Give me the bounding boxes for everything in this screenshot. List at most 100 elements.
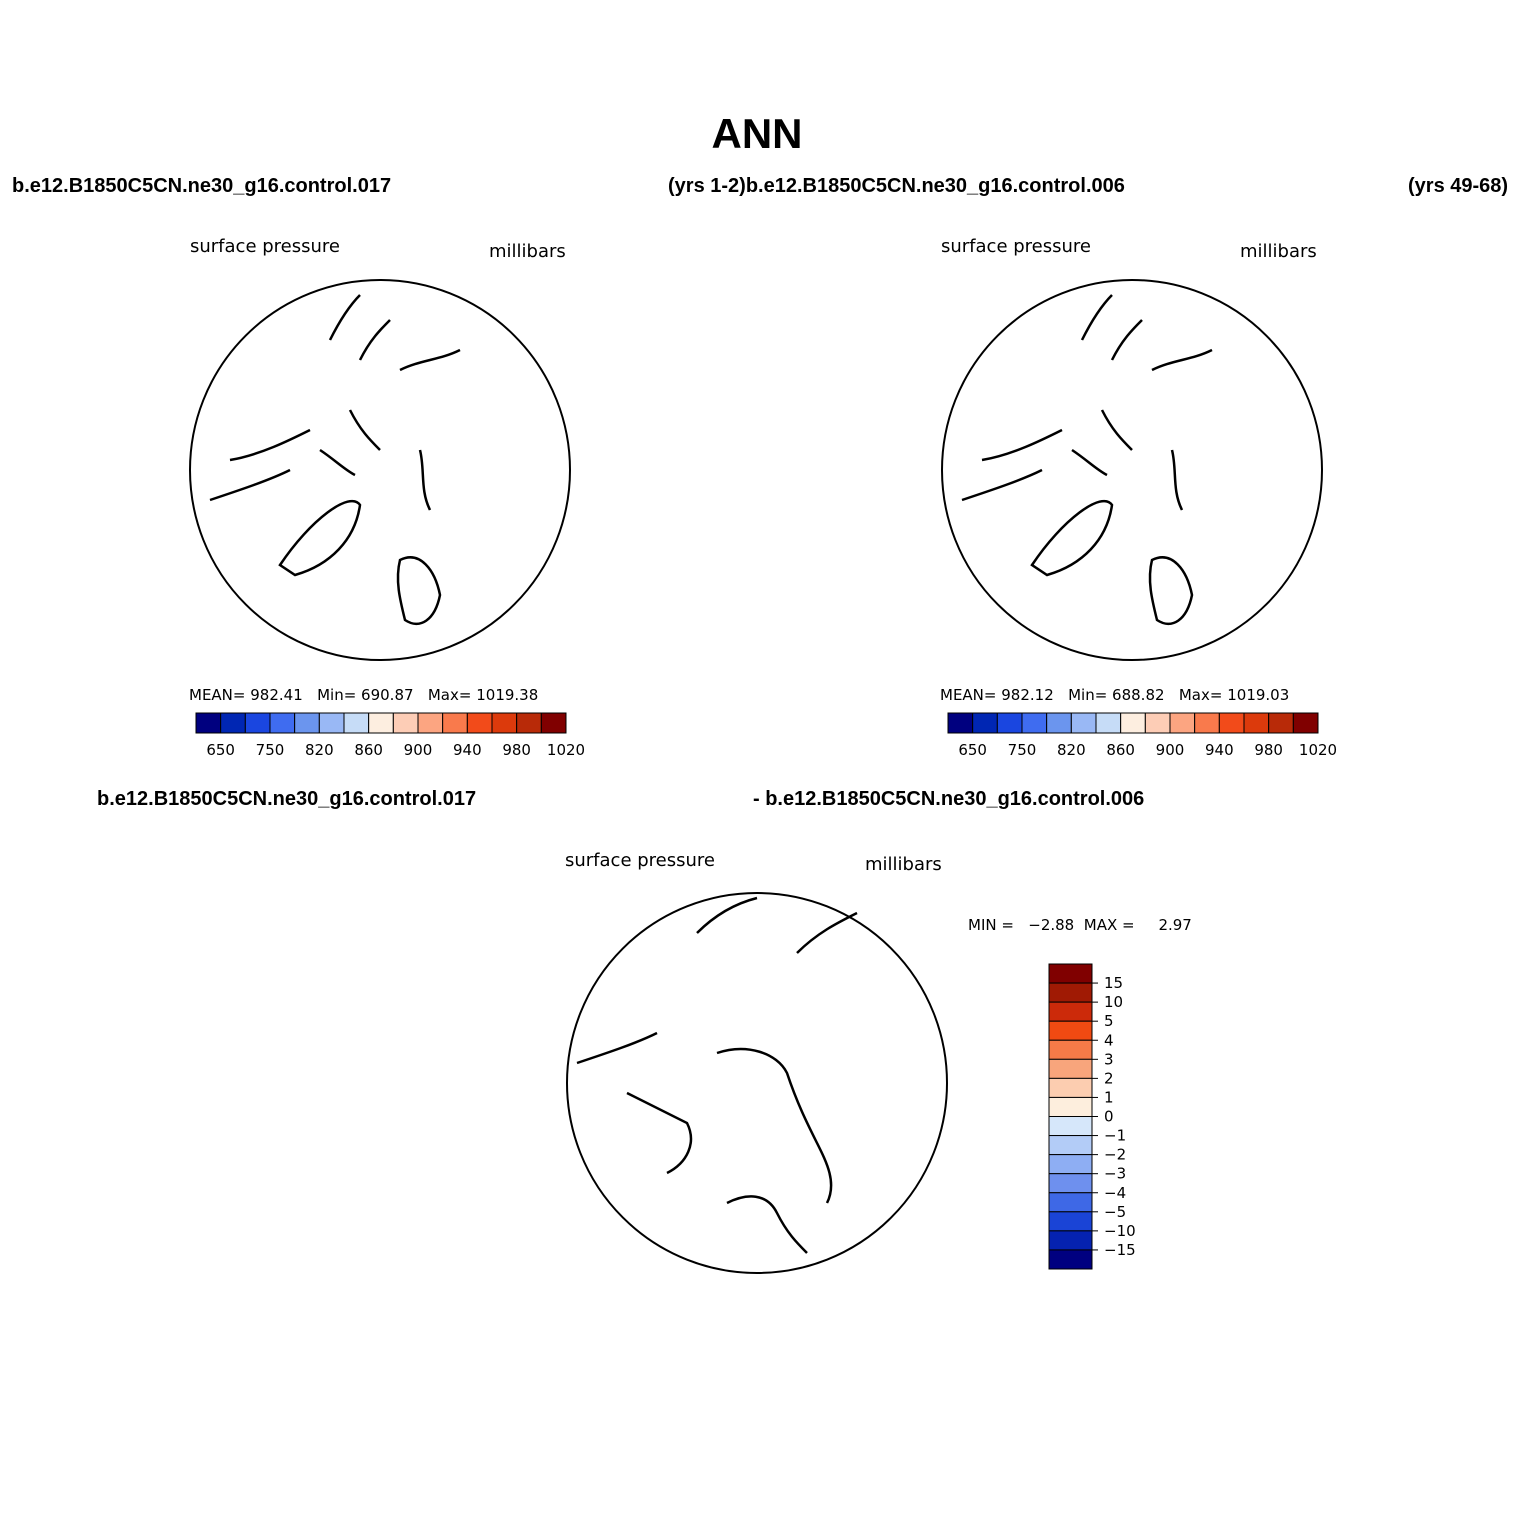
panel1-coastlines <box>209 294 461 626</box>
panel3-colorbar-tick-label: −4 <box>1104 1184 1126 1202</box>
panel1-colorbar-tick-label: 940 <box>453 741 482 759</box>
panel1-colorbar-swatch <box>318 712 345 734</box>
panel1-colorbar-swatch <box>244 712 271 734</box>
panel1-colorbar-swatch <box>392 712 419 734</box>
panel2-colorbar-tick-label: 940 <box>1205 741 1234 759</box>
panel2-colorbar-swatch <box>947 712 974 734</box>
panel2-mean: 982.12 <box>1001 686 1054 704</box>
panel3-stats: MIN = −2.88 MAX = 2.97 <box>968 916 1192 934</box>
panel2-colorbar-swatch <box>1046 712 1072 734</box>
panel2-map-border <box>941 279 1323 661</box>
panel2-colorbar-tick-label: 1020 <box>1299 741 1337 759</box>
panel1-max: 1019.38 <box>476 686 539 704</box>
panel3-colorbar-tick-label: −5 <box>1104 1203 1126 1221</box>
panel3-units-label: millibars <box>865 854 942 875</box>
panel1-colorbar-swatch <box>343 712 370 734</box>
panel2-colorbar-swatch <box>1070 712 1097 734</box>
case-title-right: (yrs 49-68) <box>1408 175 1509 197</box>
diff-title-left: b.e12.B1850C5CN.ne30_g16.control.017 <box>97 788 477 810</box>
panel1-max-label: Max= <box>427 686 472 704</box>
panel3-min-label: MIN = <box>968 916 1014 934</box>
panel3-colorbar-swatch <box>1048 1077 1093 1098</box>
panel2-stats: MEAN= 982.12 Min= 688.82 Max= 1019.03 <box>940 686 1289 704</box>
panel1-colorbar-tick-label: 650 <box>206 741 235 759</box>
panel1-colorbar-tick-label: 1020 <box>547 741 585 759</box>
panel2-colorbar-tick-label: 980 <box>1254 741 1283 759</box>
panel1-colorbar-swatch <box>417 712 444 734</box>
panel2-max-label: Max= <box>1178 686 1223 704</box>
panel2-colorbar-swatch <box>1169 712 1196 734</box>
panel1-colorbar-tick-label: 900 <box>404 741 433 759</box>
panel1-min-label: Min= <box>317 686 357 704</box>
panel1-colorbar: 650 750 820 860 900 940 980 1020 <box>195 712 585 759</box>
panel3-colorbar-swatch <box>1048 1020 1093 1041</box>
panel2-variable-label: surface pressure <box>941 236 1091 257</box>
panel3-coastlines <box>576 896 858 1254</box>
diff-title-right: - b.e12.B1850C5CN.ne30_g16.control.006 <box>753 788 1145 810</box>
panel2-colorbar-swatch <box>972 712 998 734</box>
panel1-colorbar-swatch <box>220 712 246 734</box>
panel1-mean-label: MEAN= <box>189 686 246 704</box>
panel3-colorbar-tick-label: 4 <box>1104 1031 1114 1049</box>
panel1-colorbar-swatch <box>195 712 222 734</box>
panel3-colorbar-tick-label: 1 <box>1104 1088 1114 1106</box>
panel3-colorbar-swatch <box>1048 1154 1093 1175</box>
case-title-middle: (yrs 1-2)b.e12.B1850C5CN.ne30_g16.contro… <box>668 175 1125 197</box>
panel3-colorbar-swatch <box>1048 1001 1093 1022</box>
panel1-colorbar-swatch <box>269 712 296 734</box>
panel3-colorbar-tick-label: −3 <box>1104 1165 1126 1183</box>
panel2-mean-label: MEAN= <box>940 686 997 704</box>
panel1-colorbar-tick-label: 820 <box>305 741 334 759</box>
panel3-colorbar-swatch <box>1048 982 1093 1003</box>
panel2-colorbar-swatch <box>1194 712 1220 734</box>
panel1-units-label: millibars <box>489 241 566 262</box>
panel2-colorbar-tick-label: 860 <box>1106 741 1135 759</box>
panel3-colorbar-swatch <box>1048 1116 1093 1137</box>
panel3-min: −2.88 <box>1028 916 1075 934</box>
panel2-colorbar-swatch <box>1144 712 1171 734</box>
panel3-colorbar-swatch <box>1048 1058 1093 1079</box>
panel3-colorbar-swatch <box>1048 1173 1093 1194</box>
panel2-colorbar-swatch <box>1243 712 1270 734</box>
panel2-colorbar: 650 750 820 860 900 940 980 1020 <box>947 712 1337 759</box>
panel3-colorbar-tick-label: 10 <box>1104 993 1123 1011</box>
panel3-colorbar-swatch <box>1048 1192 1093 1213</box>
panel3-colorbar-tick-label: 5 <box>1104 1012 1114 1030</box>
panel3-colorbar-swatch <box>1048 1096 1093 1117</box>
panel3-colorbar-tick-label: 0 <box>1104 1108 1114 1126</box>
panel3-colorbar-tick-label: −2 <box>1104 1146 1126 1164</box>
panel1-colorbar-swatch <box>442 712 468 734</box>
panel2-colorbar-tick-label: 750 <box>1008 741 1037 759</box>
panel2-colorbar-swatch <box>1218 712 1245 734</box>
panel3-colorbar-swatch <box>1048 1211 1093 1232</box>
panel2-colorbar-swatch <box>1021 712 1048 734</box>
panel2-colorbar-swatch <box>996 712 1023 734</box>
panel1-colorbar-swatch <box>540 712 567 734</box>
panel2-colorbar-tick-label: 650 <box>958 741 987 759</box>
panel1-mean: 982.41 <box>250 686 303 704</box>
panel2-colorbar-swatch <box>1095 712 1122 734</box>
panel3-colorbar-swatch <box>1048 963 1093 984</box>
plot-title: ANN <box>711 110 803 157</box>
panel2-max: 1019.03 <box>1227 686 1290 704</box>
case-title-left: b.e12.B1850C5CN.ne30_g16.control.017 <box>12 175 392 197</box>
panel2-colorbar-tick-label: 820 <box>1057 741 1086 759</box>
panel3-colorbar-tick-label: 2 <box>1104 1069 1114 1087</box>
panel3-colorbar-tick-label: −15 <box>1104 1241 1136 1259</box>
panel1-colorbar-swatch <box>516 712 542 734</box>
panel1-colorbar-swatch <box>294 712 320 734</box>
panel1-stats: MEAN= 982.41 Min= 690.87 Max= 1019.38 <box>189 686 538 704</box>
panel2-coastlines <box>961 294 1213 626</box>
panel2-min-label: Min= <box>1068 686 1108 704</box>
panel1-map-border <box>189 279 571 661</box>
panel1-colorbar-tick-label: 860 <box>354 741 383 759</box>
panel2-colorbar-swatch <box>1120 712 1146 734</box>
panel3-colorbar-swatch <box>1048 1230 1093 1251</box>
panel1-min: 690.87 <box>361 686 414 704</box>
panel2-colorbar-swatch <box>1292 712 1319 734</box>
panel2-min: 688.82 <box>1112 686 1165 704</box>
panel3-max-label: MAX = <box>1083 916 1135 934</box>
panel1-colorbar-tick-label: 980 <box>502 741 531 759</box>
